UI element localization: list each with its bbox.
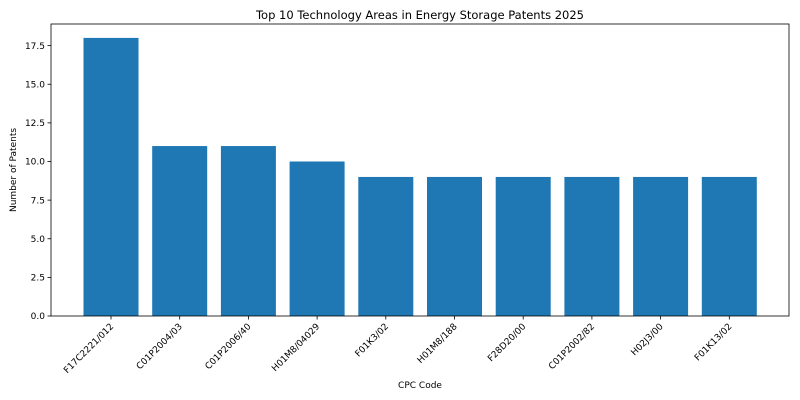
bar-c01p2002-82 [564, 177, 619, 316]
bar-f01k3-02 [358, 177, 413, 316]
y-tick-label: 15.0 [25, 80, 45, 90]
y-tick-label: 7.5 [31, 196, 45, 206]
bar-chart: Top 10 Technology Areas in Energy Storag… [0, 0, 800, 400]
y-tick-label: 12.5 [25, 119, 45, 129]
chart-title: Top 10 Technology Areas in Energy Storag… [255, 8, 584, 22]
bar-f17c2221-012 [84, 38, 139, 316]
y-tick-label: 0.0 [31, 312, 46, 322]
bar-h02j3-00 [633, 177, 688, 316]
bar-c01p2004-03 [152, 146, 207, 316]
bar-f28d20-00 [496, 177, 551, 316]
bar-h01m8-04029 [290, 162, 345, 317]
y-tick-label: 17.5 [25, 42, 45, 52]
bar-f01k13-02 [702, 177, 757, 316]
x-axis-title: CPC Code [398, 381, 442, 391]
bar-h01m8-188 [427, 177, 482, 316]
bar-c01p2006-40 [221, 146, 276, 316]
y-tick-label: 5.0 [31, 235, 46, 245]
y-tick-label: 2.5 [31, 274, 45, 284]
y-axis-title: Number of Patents [9, 128, 19, 212]
y-tick-label: 10.0 [25, 158, 45, 168]
